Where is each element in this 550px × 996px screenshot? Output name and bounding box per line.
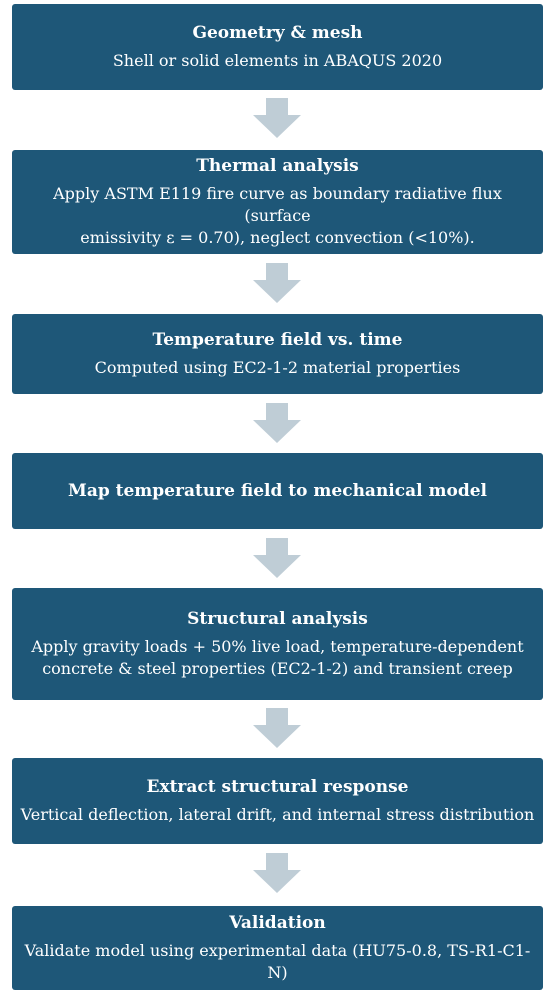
down-arrow-icon: [253, 708, 301, 748]
down-arrow-icon: [253, 538, 301, 578]
step-map-temperature-field: Map temperature field to mechanical mode…: [12, 453, 543, 529]
step-description-line: Apply gravity loads + 50% live load, tem…: [31, 637, 524, 656]
step-extract-response: Extract structural response Vertical def…: [12, 758, 543, 844]
step-description: Apply ASTM E119 fire curve as boundary r…: [18, 183, 537, 249]
step-temperature-field: Temperature field vs. time Computed usin…: [12, 314, 543, 394]
step-description: Validate model using experimental data (…: [24, 941, 531, 982]
step-validation: Validation Validate model using experime…: [12, 906, 543, 990]
step-thermal-analysis: Thermal analysis Apply ASTM E119 fire cu…: [12, 150, 543, 254]
step-title: Extract structural response: [146, 777, 409, 797]
step-structural-analysis: Structural analysis Apply gravity loads …: [12, 588, 543, 700]
down-arrow-icon: [253, 403, 301, 443]
step-title: Map temperature field to mechanical mode…: [68, 481, 487, 501]
step-title: Thermal analysis: [196, 156, 359, 176]
step-description-line: Apply ASTM E119 fire curve as boundary r…: [53, 184, 502, 225]
step-description: Computed using EC2-1-2 material properti…: [94, 358, 461, 377]
step-description: Vertical deflection, lateral drift, and …: [20, 805, 535, 824]
step-title: Temperature field vs. time: [152, 330, 403, 350]
step-description-line: emissivity ε = 0.70), neglect convection…: [80, 228, 475, 247]
step-description-line: concrete & steel properties (EC2-1-2) an…: [42, 659, 513, 678]
step-geometry-mesh: Geometry & mesh Shell or solid elements …: [12, 4, 543, 90]
step-description: Shell or solid elements in ABAQUS 2020: [112, 51, 443, 70]
down-arrow-icon: [253, 853, 301, 893]
down-arrow-icon: [253, 98, 301, 138]
step-title: Geometry & mesh: [192, 23, 363, 43]
step-title: Structural analysis: [187, 609, 368, 629]
step-description: Apply gravity loads + 50% live load, tem…: [31, 636, 523, 680]
down-arrow-icon: [253, 263, 301, 303]
step-title: Validation: [229, 913, 326, 933]
